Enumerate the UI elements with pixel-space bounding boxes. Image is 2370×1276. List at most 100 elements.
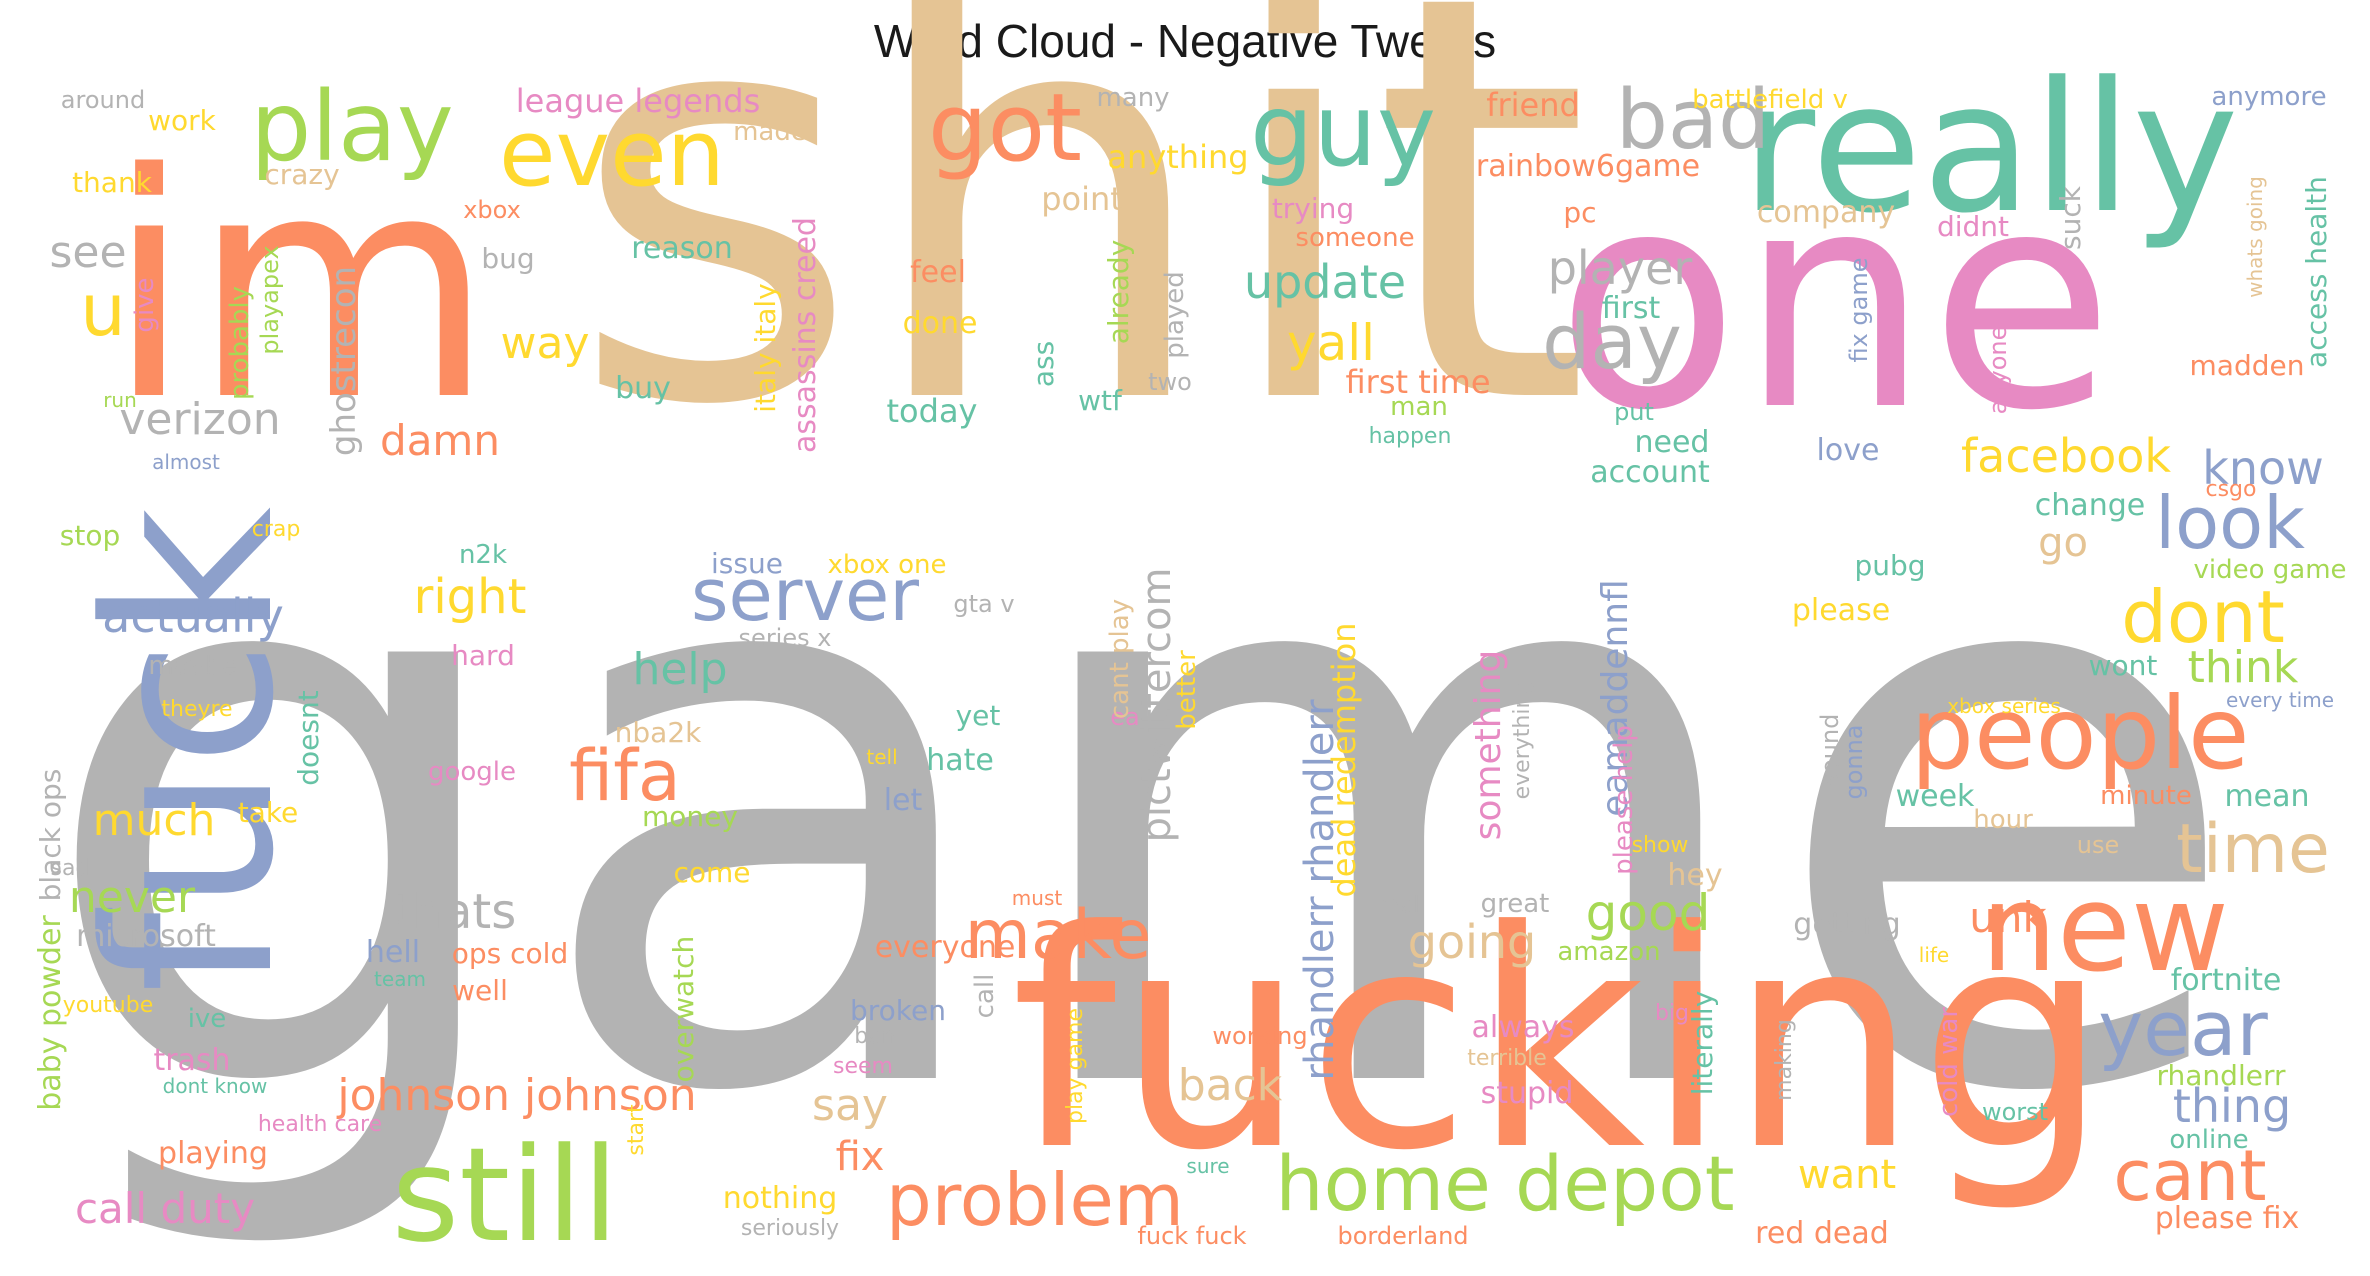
cloud-word: seriously — [741, 1216, 839, 1241]
cloud-word: anyone — [1984, 326, 2012, 415]
cloud-word: call — [970, 974, 1000, 1019]
cloud-word: fix game — [1845, 257, 1873, 362]
cloud-word: think — [2188, 642, 2299, 693]
cloud-word: take — [238, 796, 299, 829]
cloud-word: terrible — [1467, 1046, 1547, 1071]
cloud-word: google — [428, 757, 516, 787]
cloud-word: right — [414, 569, 527, 625]
cloud-word: money — [642, 800, 738, 833]
cloud-word: access health — [2300, 176, 2333, 368]
cloud-word: dont know — [163, 1074, 268, 1098]
cloud-word: health care — [258, 1112, 382, 1137]
cloud-word: ea — [1110, 703, 1139, 731]
cloud-word: pubg — [1854, 549, 1925, 582]
cloud-word: make — [965, 896, 1152, 975]
cloud-word: something — [1468, 650, 1509, 841]
cloud-word: new — [1981, 860, 2229, 999]
cloud-word: going — [1408, 915, 1536, 969]
cloud-word: whats going — [2243, 176, 2267, 298]
cloud-word: week — [1896, 779, 1975, 814]
cloud-word: playapex — [256, 245, 284, 354]
cloud-word: play game — [1063, 1008, 1088, 1124]
cloud-word: fix — [836, 1134, 885, 1180]
cloud-word: mean — [2224, 779, 2309, 814]
cloud-word: league legends — [516, 82, 760, 120]
cloud-word: stupid — [1481, 1076, 1574, 1111]
cloud-word: feel — [910, 255, 966, 290]
cloud-word: great — [1481, 889, 1550, 919]
cloud-word: trying — [1272, 192, 1354, 225]
cloud-word: game — [34, 354, 2247, 1262]
cloud-word: first — [1602, 291, 1661, 326]
cloud-word: csgo — [2206, 477, 2257, 502]
cloud-word: look — [2155, 481, 2305, 565]
cloud-word: much — [93, 795, 216, 846]
cloud-word: come — [673, 856, 750, 889]
cloud-word: put — [1614, 398, 1654, 426]
cloud-word: let — [884, 783, 923, 818]
cloud-word: buy — [615, 371, 671, 406]
cloud-word: reason — [631, 231, 733, 266]
cloud-word: change — [2035, 488, 2145, 523]
cloud-word: actually — [102, 589, 284, 643]
cloud-word: sad — [51, 856, 90, 881]
cloud-word: wtf — [1078, 384, 1123, 417]
cloud-word: give — [130, 277, 160, 332]
cloud-word: cold war — [1934, 1007, 1964, 1117]
cloud-word: crazy — [264, 158, 339, 191]
cloud-word: doesnt — [292, 690, 325, 785]
cloud-word: facebook — [1961, 429, 2171, 483]
cloud-word: rainbow6game — [1476, 149, 1700, 184]
cloud-word: every time — [2226, 688, 2334, 712]
cloud-word: call duty — [75, 1184, 255, 1233]
cloud-word: making — [1772, 1019, 1797, 1101]
cloud-word: bug — [481, 242, 534, 275]
cloud-word: baby powder — [33, 915, 68, 1111]
cloud-word: two — [1148, 368, 1192, 396]
cloud-word: thing — [2173, 1079, 2291, 1133]
cloud-word: gta v — [953, 590, 1014, 618]
cloud-word: fifa — [569, 735, 681, 817]
cloud-word: way — [501, 318, 590, 369]
cloud-word: series x — [739, 624, 832, 652]
cloud-word: need — [1635, 425, 1710, 460]
cloud-word: ghostrecon — [324, 266, 364, 456]
cloud-word: always — [1471, 1010, 1574, 1045]
cloud-word: rhandlerr rhandlerr — [1297, 699, 1343, 1081]
cloud-word: people — [1911, 675, 2250, 792]
cloud-word: xbox one — [827, 550, 946, 580]
cloud-word: one — [1556, 127, 2114, 476]
cloud-word: thats — [394, 884, 516, 940]
cloud-word: never — [69, 872, 196, 923]
cloud-word: maybe — [148, 651, 237, 681]
cloud-word: hour — [1973, 805, 2033, 835]
cloud-word: working — [1212, 1022, 1307, 1050]
cloud-word: pc — [1563, 196, 1596, 229]
chart-title: Word Cloud - Negative Tweets — [873, 15, 1497, 67]
cloud-word: literally — [1686, 991, 1719, 1096]
cloud-word: day — [1542, 297, 1682, 386]
cloud-word: hey — [1667, 858, 1722, 893]
cloud-word: getting — [1793, 907, 1900, 942]
cloud-word: theyre — [161, 697, 232, 722]
cloud-word: start — [624, 1104, 649, 1156]
cloud-word: xbox — [463, 196, 521, 224]
cloud-word: ive — [188, 1004, 227, 1034]
cloud-word: overwatch — [667, 936, 700, 1083]
cloud-word: must — [1012, 886, 1063, 910]
cloud-word: pictwittercom — [1134, 568, 1180, 843]
cloud-word: trash — [153, 1043, 230, 1078]
cloud-word: server — [691, 553, 919, 637]
cloud-word: man — [1390, 392, 1448, 422]
cloud-word: guy — [1250, 72, 1436, 189]
cloud-word: played — [1160, 271, 1190, 359]
cloud-word: time — [2176, 810, 2330, 889]
cloud-word: dead redemption — [1325, 622, 1363, 897]
cloud-word: nothing — [723, 1181, 838, 1216]
cloud-word: playing — [158, 1136, 268, 1171]
cloud-word: love — [1817, 433, 1880, 468]
cloud-word: suck — [2054, 185, 2087, 250]
cloud-word: team — [374, 967, 426, 991]
cloud-word: damn — [380, 416, 500, 465]
